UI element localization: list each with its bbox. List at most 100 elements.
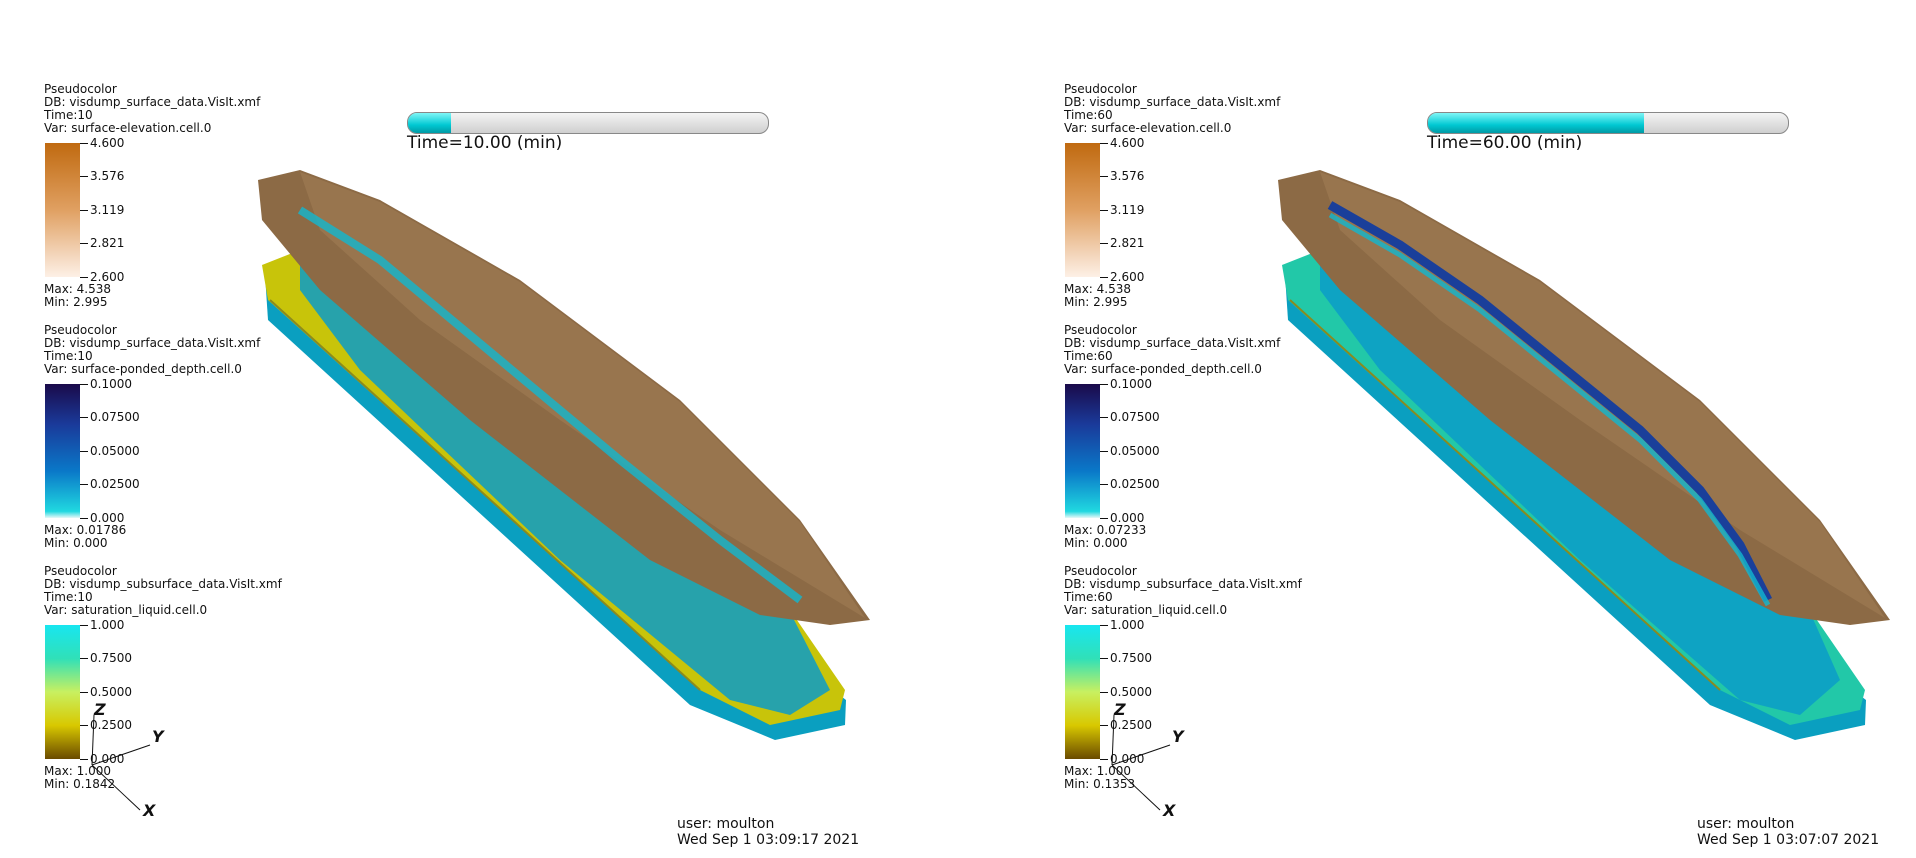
colorbar-ticks: 1.000 0.7500 0.5000 0.2500 0.000 bbox=[1100, 619, 1170, 766]
time-slider-left bbox=[407, 112, 769, 134]
tick-label: 2.600 bbox=[1100, 271, 1144, 284]
legend-plot-type: Pseudocolor bbox=[44, 323, 117, 337]
tick-label: 1.000 bbox=[80, 619, 124, 632]
legend-time: Time:10 bbox=[44, 108, 93, 122]
user-info: user: moulton Wed Sep 1 03:09:17 2021 bbox=[677, 816, 859, 848]
time-slider-right bbox=[1427, 112, 1789, 134]
colorbar-elevation bbox=[1065, 143, 1100, 277]
legend-max: Max: 0.01786 bbox=[44, 523, 127, 537]
legend-max: Max: 0.07233 bbox=[1064, 523, 1147, 537]
visualization-window-left: Z Y X Time=10.00 (min) Pseudocolor DB: v… bbox=[0, 0, 958, 858]
legend-db: DB: visdump_surface_data.VisIt.xmf bbox=[1064, 336, 1281, 350]
scene-3d-left: Z Y X bbox=[91, 170, 870, 820]
tick-label: 1.000 bbox=[1100, 619, 1144, 632]
tick-label: 0.2500 bbox=[1100, 719, 1152, 732]
tick-label: 0.000 bbox=[80, 753, 124, 766]
tick-label: 3.576 bbox=[1100, 170, 1144, 183]
legend-var: Var: surface-elevation.cell.0 bbox=[1064, 121, 1232, 135]
tick-label: 0.000 bbox=[1100, 512, 1144, 525]
colorbar-ticks: 0.1000 0.07500 0.05000 0.02500 0.000 bbox=[1100, 378, 1170, 525]
colorbar-saturation bbox=[45, 625, 80, 759]
legend-db: DB: visdump_surface_data.VisIt.xmf bbox=[44, 95, 261, 109]
legend-max: Max: 1.000 bbox=[44, 764, 112, 778]
render-date: Wed Sep 1 03:07:07 2021 bbox=[1697, 832, 1880, 848]
legend-plot-type: Pseudocolor bbox=[44, 564, 117, 578]
tick-label: 0.1000 bbox=[80, 378, 132, 391]
legend-var: Var: saturation_liquid.cell.0 bbox=[1064, 603, 1228, 617]
axis-y-label: Y bbox=[152, 727, 165, 746]
time-slider-fill bbox=[1428, 113, 1644, 133]
legend-db: DB: visdump_subsurface_data.VisIt.xmf bbox=[44, 577, 282, 591]
legend-min: Min: 0.000 bbox=[44, 536, 108, 550]
legend-min: Min: 2.995 bbox=[1064, 295, 1128, 309]
tick-label: 0.000 bbox=[1100, 753, 1144, 766]
ponding-channel bbox=[1327, 201, 1773, 603]
legend-plot-type: Pseudocolor bbox=[1064, 82, 1137, 96]
user-info: user: moulton Wed Sep 1 03:07:07 2021 bbox=[1697, 816, 1879, 848]
time-label: Time=60.00 (min) bbox=[1427, 133, 1583, 153]
colorbar-ponded bbox=[45, 384, 80, 518]
colorbar-ticks: 4.600 3.576 3.119 2.821 2.600 bbox=[1100, 137, 1170, 284]
axis-z-label: Z bbox=[93, 700, 106, 719]
ponding-edge bbox=[1328, 212, 1771, 607]
legend-var: Var: surface-elevation.cell.0 bbox=[44, 121, 212, 135]
axis-x-label: X bbox=[1162, 801, 1176, 820]
legend-time: Time:60 bbox=[1064, 108, 1113, 122]
tick-label: 0.5000 bbox=[80, 686, 132, 699]
colorbar-ticks: 0.1000 0.07500 0.05000 0.02500 0.000 bbox=[80, 378, 150, 525]
legend-surface-elevation: Pseudocolor DB: visdump_surface_data.Vis… bbox=[1064, 82, 1281, 309]
render-date: Wed Sep 1 03:09:17 2021 bbox=[677, 832, 860, 848]
legend-min: Min: 0.000 bbox=[1064, 536, 1128, 550]
tick-label: 0.07500 bbox=[1100, 411, 1160, 424]
slab-edge-line bbox=[1289, 299, 1721, 691]
axis-triad: Z Y X bbox=[91, 700, 165, 820]
legend-var: Var: surface-ponded_depth.cell.0 bbox=[1064, 362, 1262, 376]
legend-min: Min: 0.1842 bbox=[44, 777, 116, 791]
legend-var: Var: surface-ponded_depth.cell.0 bbox=[44, 362, 242, 376]
tick-label: 0.02500 bbox=[80, 478, 140, 491]
legend-ponded-depth: Pseudocolor DB: visdump_surface_data.Vis… bbox=[44, 323, 261, 550]
slab-edge-line bbox=[269, 299, 701, 691]
tick-label: 0.2500 bbox=[80, 719, 132, 732]
tick-label: 0.1000 bbox=[1100, 378, 1152, 391]
tick-label: 0.05000 bbox=[1100, 445, 1160, 458]
tick-label: 0.000 bbox=[80, 512, 124, 525]
axis-z-label: Z bbox=[1113, 700, 1126, 719]
axis-x-label: X bbox=[142, 801, 156, 820]
legend-max: Max: 1.000 bbox=[1064, 764, 1132, 778]
tick-label: 2.821 bbox=[80, 237, 124, 250]
legend-db: DB: visdump_surface_data.VisIt.xmf bbox=[44, 336, 261, 350]
ponding-edge bbox=[297, 206, 803, 604]
legend-time: Time:10 bbox=[44, 590, 93, 604]
tick-label: 4.600 bbox=[80, 137, 124, 150]
terrain-shading bbox=[300, 172, 865, 618]
legend-max: Max: 4.538 bbox=[44, 282, 112, 296]
legend-saturation: Pseudocolor DB: visdump_subsurface_data.… bbox=[44, 564, 282, 791]
visualization-window-right: Z Y X Time=60.00 (min) Pseudocolor DB: v… bbox=[1020, 0, 1916, 858]
legend-min: Min: 0.1353 bbox=[1064, 777, 1136, 791]
legend-surface-elevation: Pseudocolor DB: visdump_surface_data.Vis… bbox=[44, 82, 261, 309]
tick-label: 3.576 bbox=[80, 170, 124, 183]
legend-max: Max: 4.538 bbox=[1064, 282, 1132, 296]
legend-var: Var: saturation_liquid.cell.0 bbox=[44, 603, 208, 617]
user-name: user: moulton bbox=[677, 816, 775, 832]
legend-ponded-depth: Pseudocolor DB: visdump_surface_data.Vis… bbox=[1064, 323, 1281, 550]
axis-y-label: Y bbox=[1172, 727, 1185, 746]
legend-min: Min: 2.995 bbox=[44, 295, 108, 309]
legend-plot-type: Pseudocolor bbox=[1064, 323, 1137, 337]
tick-label: 4.600 bbox=[1100, 137, 1144, 150]
tick-label: 0.02500 bbox=[1100, 478, 1160, 491]
colorbar-saturation bbox=[1065, 625, 1100, 759]
time-slider-fill bbox=[408, 113, 452, 133]
legend-saturation: Pseudocolor DB: visdump_subsurface_data.… bbox=[1064, 564, 1302, 791]
legend-plot-type: Pseudocolor bbox=[44, 82, 117, 96]
legend-time: Time:10 bbox=[44, 349, 93, 363]
legend-db: DB: visdump_surface_data.VisIt.xmf bbox=[1064, 95, 1281, 109]
tick-label: 0.7500 bbox=[1100, 652, 1152, 665]
colorbar-ticks: 4.600 3.576 3.119 2.821 2.600 bbox=[80, 137, 150, 284]
tick-label: 2.600 bbox=[80, 271, 124, 284]
tick-label: 0.05000 bbox=[80, 445, 140, 458]
legend-plot-type: Pseudocolor bbox=[1064, 564, 1137, 578]
legend-time: Time:60 bbox=[1064, 349, 1113, 363]
tick-label: 0.7500 bbox=[80, 652, 132, 665]
